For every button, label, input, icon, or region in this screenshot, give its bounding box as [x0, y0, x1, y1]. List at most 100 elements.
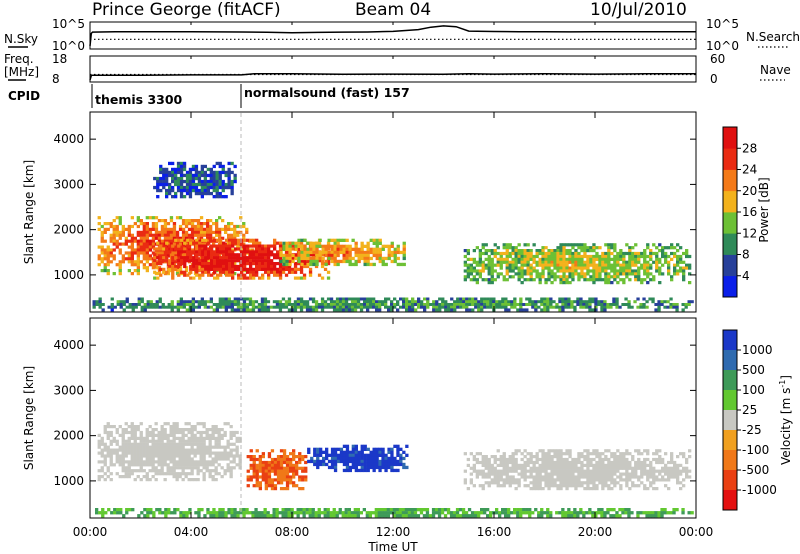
heatmap-cell-1 — [261, 469, 265, 473]
heatmap-cell-1 — [292, 484, 296, 488]
heatmap-cell-1 — [168, 244, 172, 248]
heatmap-cell-1 — [290, 256, 295, 260]
heatmap-cell-3 — [463, 469, 467, 473]
heatmap-cell-3 — [556, 455, 560, 459]
heatmap-cell-4 — [182, 185, 187, 190]
heatmap-cell-3 — [589, 275, 593, 279]
heatmap-cell-5 — [188, 305, 192, 309]
heatmap-cell-5 — [305, 305, 310, 309]
heatmap-cell-3 — [586, 272, 590, 276]
heatmap-cell-3 — [586, 260, 590, 264]
heatmap-cell-0 — [175, 445, 179, 449]
heatmap-cell-3 — [580, 455, 584, 459]
heatmap-cell-3 — [487, 281, 491, 285]
heatmap-cell-0 — [202, 436, 206, 440]
heatmap-cell-3 — [535, 475, 539, 479]
heatmap-cell-0 — [127, 475, 131, 479]
heatmap-cell-0 — [206, 224, 210, 229]
heatmap-cell-3 — [559, 466, 563, 470]
heatmap-cell-5 — [248, 300, 253, 304]
heatmap-cell-5 — [272, 305, 277, 309]
heatmap-cell-3 — [592, 278, 596, 282]
heatmap-cell-0 — [157, 463, 161, 467]
heatmap-cell-5 — [582, 300, 586, 304]
heatmap-cell-3 — [625, 463, 629, 467]
heatmap-cell-0 — [121, 233, 125, 237]
heatmap-cell-5 — [179, 305, 183, 309]
heatmap-cell-1 — [258, 262, 262, 266]
heatmap-cell-2 — [378, 241, 382, 245]
heatmap-cell-2 — [330, 459, 335, 464]
heatmap-cell-3 — [589, 469, 593, 473]
heatmap-cell-5 — [278, 308, 283, 312]
heatmap-cell-4 — [398, 508, 403, 512]
heatmap-cell-3 — [664, 463, 668, 467]
heatmap-cell-1 — [186, 259, 190, 263]
heatmap-cell-0 — [208, 428, 212, 432]
heatmap-cell-0 — [232, 466, 236, 470]
heatmap-cell-1 — [282, 487, 287, 491]
heatmap-cell-4 — [218, 173, 222, 178]
heatmap-cell-1 — [240, 267, 244, 271]
heatmap-cell-1 — [216, 259, 220, 263]
heatmap-cell-3 — [586, 449, 590, 453]
heatmap-cell-0 — [166, 448, 170, 452]
heatmap-cell-4 — [215, 170, 219, 175]
heatmap-cell-5 — [344, 297, 349, 301]
heatmap-cell-2 — [327, 256, 331, 261]
heatmap-cell-1 — [192, 267, 196, 271]
heatmap-cell-5 — [426, 297, 430, 301]
heatmap-cell-1 — [289, 481, 293, 485]
heatmap-cell-3 — [640, 251, 644, 256]
heatmap-cell-2 — [369, 256, 373, 261]
heatmap-cell-2 — [312, 247, 316, 251]
heatmap-cell-3 — [499, 257, 503, 261]
heatmap-cell-3 — [565, 243, 569, 247]
heatmap-cell-3 — [649, 254, 653, 259]
heatmap-cell-3 — [586, 484, 590, 488]
heatmap-cell-0 — [109, 433, 113, 437]
heatmap-cell-1 — [284, 273, 289, 277]
heatmap-cell-4 — [116, 508, 120, 512]
heatmap-cell-1 — [293, 276, 298, 280]
heatmap-cell-3 — [556, 457, 560, 462]
heatmap-cell-3 — [619, 263, 623, 267]
heatmap-cell-4 — [215, 182, 219, 187]
heatmap-cell-4 — [407, 508, 412, 512]
heatmap-cell-3 — [673, 463, 677, 467]
heatmap-cell-0 — [242, 222, 246, 226]
heatmap-cell-3 — [664, 251, 668, 256]
heatmap-cell-4 — [398, 514, 403, 518]
heatmap-cell-3 — [505, 251, 509, 256]
heatmap-cell-0 — [130, 457, 134, 461]
heatmap-cell-5 — [251, 300, 256, 304]
heatmap-cell-0 — [226, 439, 230, 443]
heatmap-cell-5 — [170, 308, 174, 312]
heatmap-cell-1 — [326, 262, 331, 266]
heatmap-cell-0 — [230, 248, 234, 252]
heatmap-cell-3 — [484, 460, 488, 465]
heatmap-cell-1 — [323, 267, 328, 271]
heatmap-cell-1 — [255, 472, 259, 476]
heatmap-cell-1 — [298, 466, 302, 470]
heatmap-cell-0 — [202, 451, 206, 455]
heatmap-cell-3 — [595, 472, 599, 476]
heatmap-cell-5 — [558, 305, 562, 309]
heatmap-cell-3 — [553, 466, 557, 470]
heatmap-cell-2 — [342, 462, 347, 467]
heatmap-cell-1 — [320, 262, 325, 266]
heatmap-cell-5 — [501, 305, 505, 309]
heatmap-cell-5 — [233, 308, 237, 312]
heatmap-cell-1 — [299, 267, 304, 271]
heatmap-cell-5 — [441, 303, 445, 306]
heatmap-cell-1 — [240, 264, 244, 269]
heatmap-cell-5 — [350, 297, 355, 301]
heatmap-cell-3 — [604, 275, 608, 279]
heatmap-cell-5 — [311, 308, 316, 312]
heatmap-cell-2 — [345, 465, 350, 470]
heatmap-cell-1 — [231, 238, 235, 242]
heatmap-cell-3 — [502, 472, 506, 476]
heatmap-cell-4 — [122, 514, 126, 518]
heatmap-cell-4 — [171, 179, 175, 184]
heatmap-cell-3 — [538, 475, 542, 479]
